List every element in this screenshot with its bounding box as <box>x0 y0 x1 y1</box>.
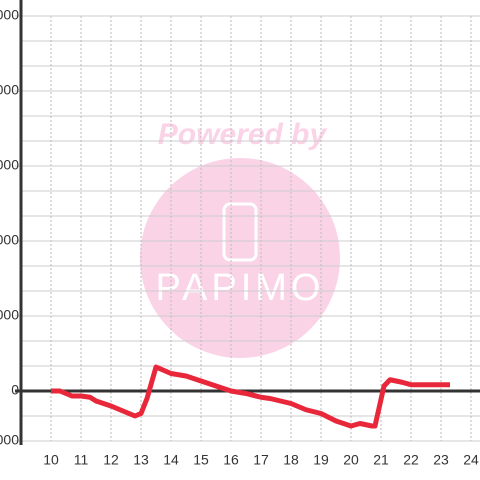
x-tick-label: 23 <box>433 452 449 468</box>
y-tick-label: 0 <box>11 382 19 398</box>
x-tick-label: 19 <box>313 452 329 468</box>
y-tick-label: 90,000 <box>0 157 19 173</box>
x-tick-label: 22 <box>403 452 419 468</box>
y-tick-label: 30,000 <box>0 307 19 323</box>
x-tick-label: 21 <box>373 452 389 468</box>
x-tick-label: 14 <box>163 452 179 468</box>
watermark-text: Powered by <box>158 118 328 151</box>
x-tick-label: 13 <box>133 452 149 468</box>
x-tick-label: 16 <box>223 452 239 468</box>
x-tick-label: 20 <box>343 452 359 468</box>
x-tick-label: 12 <box>103 452 119 468</box>
y-tick-label: 150,000 <box>0 7 19 23</box>
x-tick-label: 18 <box>283 452 299 468</box>
watermark-icon <box>222 202 258 262</box>
watermark-logo: PAPIMO <box>156 267 325 309</box>
y-tick-label: 120,000 <box>0 82 19 98</box>
watermark-circle <box>140 158 340 358</box>
y-tick-label: 60,000 <box>0 232 19 248</box>
y-tick-label: -20,000 <box>0 432 19 448</box>
x-tick-label: 10 <box>43 452 59 468</box>
x-tick-label: 11 <box>74 452 89 468</box>
x-tick-label: 17 <box>253 452 269 468</box>
x-tick-label: 24 <box>463 452 479 468</box>
line <box>51 364 450 429</box>
x-tick-label: 15 <box>193 452 209 468</box>
